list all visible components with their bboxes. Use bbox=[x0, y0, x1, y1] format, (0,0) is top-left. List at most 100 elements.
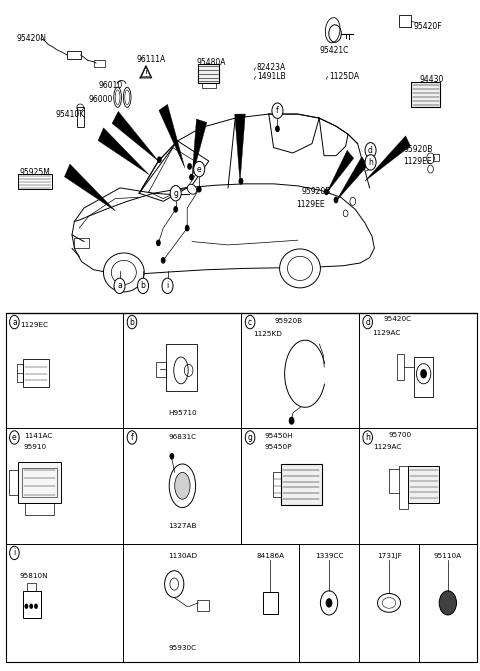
Circle shape bbox=[420, 369, 427, 378]
Circle shape bbox=[365, 154, 376, 170]
Circle shape bbox=[187, 163, 192, 170]
Polygon shape bbox=[326, 150, 354, 193]
Bar bbox=[411, 82, 440, 107]
Text: e: e bbox=[197, 164, 202, 174]
Text: f: f bbox=[131, 433, 133, 442]
Bar bbox=[17, 364, 23, 382]
Text: 95920B: 95920B bbox=[301, 187, 331, 197]
Bar bbox=[202, 83, 216, 88]
Bar bbox=[67, 51, 81, 59]
Polygon shape bbox=[365, 136, 410, 181]
Text: 1125DA: 1125DA bbox=[329, 72, 360, 81]
Text: b: b bbox=[141, 281, 145, 291]
Circle shape bbox=[275, 125, 280, 132]
Text: 96111A: 96111A bbox=[137, 54, 166, 64]
Text: 95925M: 95925M bbox=[19, 168, 50, 177]
Circle shape bbox=[157, 156, 162, 163]
Text: 1129EC: 1129EC bbox=[20, 322, 48, 327]
Text: 95920B: 95920B bbox=[403, 145, 432, 154]
Polygon shape bbox=[64, 164, 115, 211]
Bar bbox=[9, 470, 18, 495]
Text: 1129AC: 1129AC bbox=[373, 444, 402, 450]
Circle shape bbox=[325, 599, 333, 608]
Text: g: g bbox=[248, 433, 252, 442]
Circle shape bbox=[239, 178, 243, 185]
Ellipse shape bbox=[175, 472, 190, 499]
Text: a: a bbox=[117, 281, 122, 291]
Circle shape bbox=[29, 604, 33, 609]
Text: 95420N: 95420N bbox=[17, 34, 47, 44]
Circle shape bbox=[365, 143, 376, 158]
Text: e: e bbox=[12, 433, 17, 442]
Ellipse shape bbox=[187, 185, 197, 194]
Text: 95930C: 95930C bbox=[168, 645, 196, 650]
Circle shape bbox=[288, 417, 294, 425]
Bar bbox=[94, 60, 105, 67]
Text: g: g bbox=[173, 189, 178, 198]
Text: 1491LB: 1491LB bbox=[257, 72, 286, 81]
Text: 1339CC: 1339CC bbox=[315, 553, 343, 558]
Text: 82423A: 82423A bbox=[257, 62, 286, 72]
Text: i: i bbox=[13, 548, 15, 558]
Text: 1141AC: 1141AC bbox=[24, 433, 52, 439]
Text: b: b bbox=[130, 317, 134, 327]
Bar bbox=[263, 592, 278, 613]
Circle shape bbox=[10, 431, 19, 444]
Text: d: d bbox=[365, 317, 370, 327]
Bar bbox=[166, 344, 197, 391]
Bar bbox=[397, 354, 404, 380]
Text: 96000: 96000 bbox=[89, 95, 113, 105]
Text: c: c bbox=[248, 317, 252, 327]
Text: a: a bbox=[12, 317, 17, 327]
Ellipse shape bbox=[279, 249, 321, 288]
Bar bbox=[281, 464, 322, 505]
Text: 1327AB: 1327AB bbox=[168, 523, 197, 529]
Text: H95710: H95710 bbox=[168, 411, 197, 416]
Polygon shape bbox=[98, 128, 149, 174]
Bar bbox=[25, 503, 54, 515]
Text: 95700: 95700 bbox=[389, 432, 412, 437]
Circle shape bbox=[162, 278, 173, 294]
Polygon shape bbox=[112, 111, 158, 161]
Bar bbox=[414, 357, 433, 397]
Text: f: f bbox=[276, 106, 279, 115]
Bar bbox=[433, 154, 439, 161]
Circle shape bbox=[272, 103, 283, 118]
Circle shape bbox=[114, 278, 125, 294]
Circle shape bbox=[197, 186, 202, 193]
Text: 95480A: 95480A bbox=[197, 58, 226, 67]
Circle shape bbox=[161, 257, 166, 264]
Text: d: d bbox=[368, 146, 373, 155]
Bar bbox=[197, 600, 209, 611]
Ellipse shape bbox=[169, 464, 196, 507]
Bar bbox=[18, 462, 61, 503]
Text: 1129AC: 1129AC bbox=[372, 330, 401, 336]
Circle shape bbox=[245, 315, 255, 329]
Text: 96010: 96010 bbox=[98, 81, 123, 90]
Circle shape bbox=[173, 206, 178, 213]
Text: 95420F: 95420F bbox=[414, 22, 443, 32]
Circle shape bbox=[185, 225, 190, 231]
Circle shape bbox=[193, 161, 205, 176]
Text: 96831C: 96831C bbox=[168, 435, 196, 440]
Circle shape bbox=[156, 240, 161, 246]
Circle shape bbox=[439, 590, 456, 615]
Ellipse shape bbox=[104, 253, 144, 292]
Bar bbox=[273, 472, 281, 497]
Text: h: h bbox=[365, 433, 370, 442]
Circle shape bbox=[10, 315, 19, 329]
Text: 1129EE: 1129EE bbox=[297, 200, 325, 209]
Polygon shape bbox=[235, 114, 245, 183]
Circle shape bbox=[169, 453, 174, 460]
Circle shape bbox=[170, 186, 181, 201]
Circle shape bbox=[127, 431, 137, 444]
Text: !: ! bbox=[144, 70, 147, 79]
Circle shape bbox=[189, 174, 194, 180]
Text: h: h bbox=[368, 158, 373, 167]
Text: 95920B: 95920B bbox=[274, 318, 302, 323]
Text: 95450P: 95450P bbox=[264, 444, 292, 450]
Text: 95420C: 95420C bbox=[383, 317, 411, 322]
Text: 95910: 95910 bbox=[24, 444, 47, 450]
Circle shape bbox=[324, 189, 329, 195]
Bar bbox=[408, 466, 440, 503]
